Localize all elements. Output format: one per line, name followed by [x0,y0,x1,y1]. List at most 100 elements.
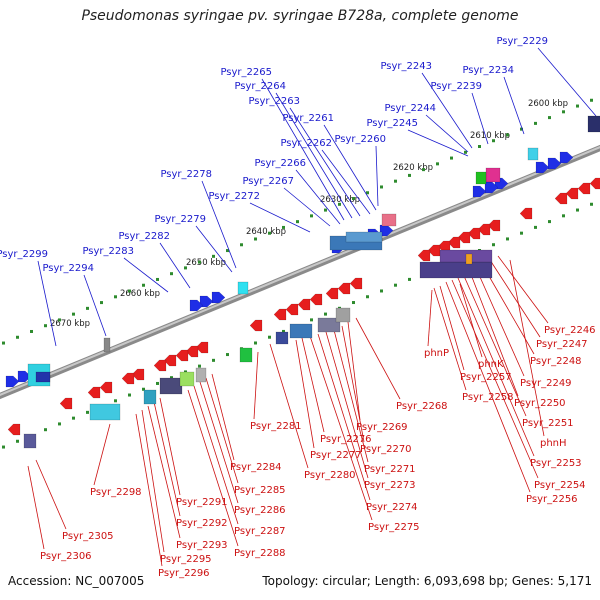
reverse-gene-arrow [297,298,311,311]
upper-track-dot [576,104,579,108]
lower-track-dot [590,202,593,206]
lower-track-dot [184,370,187,374]
red-gene-label: Psyr_2288 [234,548,286,559]
red-gene-label: Psyr_2292 [176,518,228,529]
blue-gene-label: Psyr_2245 [366,118,418,129]
red-gene-label: Psyr_2271 [364,464,416,475]
gene-block [89,403,121,421]
tick-label: 2660 kbp [120,289,160,299]
red-gene-label: Psyr_2256 [526,494,578,505]
red-gene-label: Psyr_2270 [360,444,412,455]
reverse-gene-arrow [99,381,113,394]
upper-track-dot [86,306,89,310]
red-leader-line [211,373,235,461]
blue-leader-line [289,107,361,217]
tick-label: 2600 kbp [528,99,568,109]
red-gene-label: Psyr_2251 [522,418,574,429]
reverse-gene-arrow [325,287,339,300]
genome-title: Pseudomonas syringae pv. syringae B728a,… [81,8,519,24]
blue-gene-label: Psyr_2239 [430,81,482,92]
blue-gene-label: Psyr_2263 [248,96,300,107]
gene-block [275,331,289,345]
upper-track-dot [352,197,355,201]
gene-block [179,371,195,387]
upper-track-dot [226,249,229,253]
red-leader-line [301,337,325,433]
gene-block [239,347,253,363]
genome-backbone-highlight [0,146,600,396]
lower-track-dot [548,220,551,224]
upper-track-dot [436,162,439,166]
gene-block [381,213,397,227]
lower-track-dot [282,329,285,333]
blue-gene-label: Psyr_2244 [384,103,436,114]
reverse-gene-arrow [477,223,491,236]
blue-leader-line [123,257,169,293]
upper-track-dot [156,277,159,281]
reverse-gene-arrow [195,341,209,354]
blue-gene-label: Psyr_2283 [82,246,134,257]
reverse-gene-arrow [309,293,323,306]
upper-track-dot [114,295,117,299]
red-gene-label: Psyr_2257 [460,372,512,383]
reverse-gene-arrow [487,219,501,232]
red-leader-line [193,385,239,525]
red-leader-line [147,405,181,539]
red-leader-line [187,389,239,547]
red-gene-label: phnH [540,438,567,449]
red-leader-line [199,381,239,504]
lower-track-dot [58,422,61,426]
blue-gene-label: Psyr_2260 [334,134,386,145]
reverse-gene-arrow [285,303,299,316]
red-leader-line [333,329,369,463]
reverse-gene-arrow [7,423,21,436]
lower-track-dot [16,439,19,443]
red-leader-line [475,267,525,377]
red-leader-line [253,351,259,420]
lower-track-dot [310,318,313,322]
reverse-gene-arrow [175,349,189,362]
reverse-gene-arrow [153,359,167,372]
lower-track-dot [408,277,411,281]
red-gene-label: Psyr_2287 [234,526,286,537]
upper-track-dot [506,133,509,137]
lower-track-dot [142,387,145,391]
gene-block [345,231,383,243]
lower-track-dot [324,312,327,316]
reverse-gene-arrow [577,182,591,195]
gene-block [159,377,183,395]
reverse-gene-arrow [554,192,568,205]
upper-track-dot [58,318,61,322]
upper-track-dot [198,260,201,264]
upper-track-dot [128,289,131,293]
red-gene-label: Psyr_2254 [534,480,586,491]
upper-track-dot [254,237,257,241]
gene-block [465,253,473,265]
lower-track-dot [492,243,495,247]
red-leader-line [439,285,465,371]
red-leader-line [309,335,373,521]
blue-gene-label: Psyr_2229 [496,36,548,47]
upper-track-dot [450,156,453,160]
upper-track-dot [184,266,187,270]
upper-track-dot [212,254,215,258]
gene-block [23,433,37,449]
blue-leader-line [295,169,341,225]
blue-leader-line [195,225,233,273]
reverse-gene-arrow [337,282,351,295]
upper-track-dot [30,329,33,333]
red-leader-line [459,283,483,358]
gene-block [317,317,341,333]
blue-leader-line [537,47,597,117]
red-leader-line [451,279,539,479]
lower-track-dot [562,214,565,218]
red-leader-line [355,317,401,400]
red-leader-line [347,321,361,421]
tick-label: 2670 kbp [50,319,90,329]
lower-track-dot [506,237,509,241]
blue-leader-line [375,145,379,207]
blue-leader-line [407,129,469,157]
red-gene-label: Psyr_2306 [40,551,92,562]
